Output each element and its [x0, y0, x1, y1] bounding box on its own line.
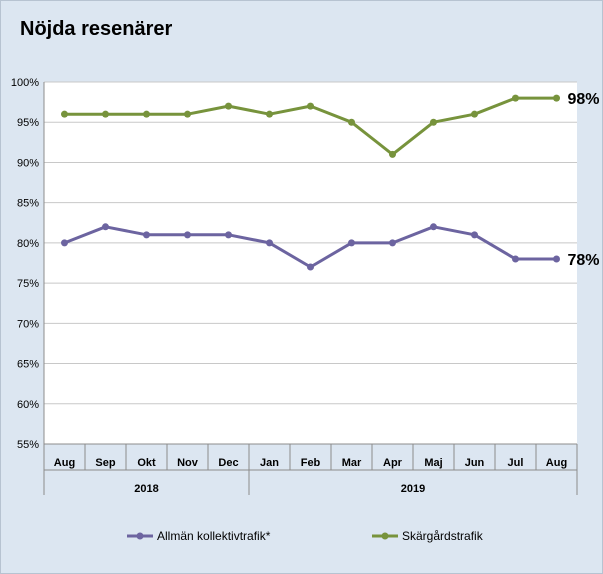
x-tick-label: Apr [383, 457, 403, 469]
data-point [225, 102, 232, 110]
data-point [61, 239, 68, 247]
x-tick-label: Nov [177, 457, 199, 469]
data-point [143, 231, 150, 239]
data-point [512, 255, 519, 263]
y-tick-label: 75% [17, 278, 39, 290]
legend-marker [381, 532, 389, 540]
data-point [102, 110, 109, 118]
x-tick-label: Jun [465, 457, 485, 469]
y-tick-label: 85% [17, 198, 39, 210]
data-point [512, 94, 519, 102]
data-point [348, 118, 355, 126]
chart-title: Nöjda resenärer [20, 18, 173, 40]
data-point [225, 231, 232, 239]
x-tick-label: Okt [137, 457, 156, 469]
x-tick-label: Dec [218, 457, 238, 469]
end-value-label: 98% [568, 91, 600, 108]
x-tick-label: Mar [342, 457, 362, 469]
data-point [184, 110, 191, 118]
x-tick-label: Sep [95, 457, 115, 469]
data-point [471, 110, 478, 118]
legend-label: Skärgårdstrafik [402, 529, 484, 543]
y-tick-label: 65% [17, 359, 39, 371]
data-point [471, 231, 478, 239]
data-point [389, 239, 396, 247]
x-tick-label: Jul [508, 457, 524, 469]
data-point [553, 255, 560, 263]
data-point [266, 239, 273, 247]
legend-marker [136, 532, 144, 540]
x-tick-label: Feb [301, 457, 321, 469]
data-point [430, 118, 437, 126]
data-point [102, 223, 109, 231]
y-tick-label: 80% [17, 238, 39, 250]
data-point [266, 110, 273, 118]
x-tick-label: Jan [260, 457, 279, 469]
data-point [143, 110, 150, 118]
x-tick-label: Aug [54, 457, 75, 469]
y-tick-label: 90% [17, 157, 39, 169]
data-point [307, 102, 314, 110]
data-point [61, 110, 68, 118]
y-tick-label: 70% [17, 318, 39, 330]
data-point [553, 94, 560, 102]
plot-area [44, 82, 577, 444]
legend-label: Allmän kollektivtrafik* [157, 529, 271, 543]
y-tick-label: 100% [11, 77, 39, 89]
data-point [307, 263, 314, 271]
data-point [184, 231, 191, 239]
year-label: 2018 [134, 483, 158, 495]
x-tick-label: Maj [424, 457, 442, 469]
data-point [430, 223, 437, 231]
data-point [348, 239, 355, 247]
y-tick-label: 55% [17, 439, 39, 451]
end-value-label: 78% [568, 252, 600, 269]
y-tick-label: 60% [17, 399, 39, 411]
x-tick-label: Aug [546, 457, 567, 469]
data-point [389, 150, 396, 158]
year-label: 2019 [401, 483, 425, 495]
y-tick-label: 95% [17, 117, 39, 129]
